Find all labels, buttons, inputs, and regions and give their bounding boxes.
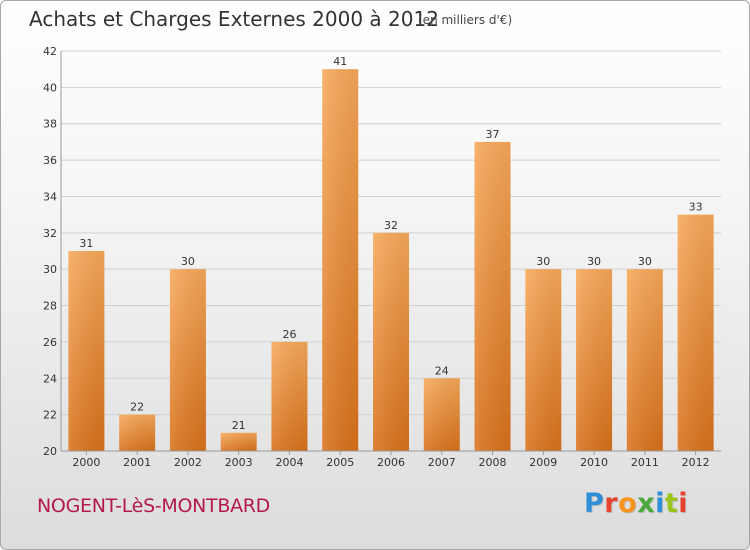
x-tick-label: 2001 bbox=[123, 456, 151, 469]
bar-value-label: 30 bbox=[638, 255, 652, 268]
bar-shade-2008 bbox=[474, 141, 511, 451]
proxiti-logo-letter: i bbox=[678, 488, 689, 519]
proxiti-logo-letter: o bbox=[618, 488, 638, 519]
x-tick-label: 2007 bbox=[428, 456, 456, 469]
proxiti-logo-letter: t bbox=[664, 488, 679, 519]
chart-title: Achats et Charges Externes 2000 à 2012 bbox=[29, 7, 439, 31]
bar-value-label: 30 bbox=[536, 255, 550, 268]
bar-value-label: 31 bbox=[79, 237, 93, 250]
bar-value-label: 41 bbox=[333, 55, 347, 68]
x-tick-label: 2004 bbox=[275, 456, 303, 469]
y-tick-label: 38 bbox=[43, 118, 57, 131]
x-tick-label: 2002 bbox=[174, 456, 202, 469]
bar-value-label: 26 bbox=[282, 328, 296, 341]
y-tick-label: 26 bbox=[43, 336, 57, 349]
y-tick-label: 30 bbox=[43, 263, 57, 276]
bar-shade-2000 bbox=[68, 251, 105, 451]
bar-shade-2012 bbox=[677, 214, 714, 451]
y-tick-label: 28 bbox=[43, 300, 57, 313]
bar-shade-2001 bbox=[119, 414, 156, 451]
y-tick-label: 22 bbox=[43, 409, 57, 422]
x-tick-label: 2005 bbox=[326, 456, 354, 469]
bar-shade-2006 bbox=[373, 232, 409, 451]
x-tick-label: 2011 bbox=[631, 456, 659, 469]
x-tick-label: 2010 bbox=[580, 456, 608, 469]
bar-shade-2003 bbox=[220, 432, 257, 451]
bar-value-label: 33 bbox=[689, 201, 703, 214]
y-tick-label: 36 bbox=[43, 154, 57, 167]
bars-layer bbox=[68, 69, 714, 451]
chart-subtitle: (en milliers d'€) bbox=[418, 13, 513, 27]
proxiti-logo[interactable]: Proxiti bbox=[584, 488, 688, 519]
proxiti-logo-letter: r bbox=[604, 488, 619, 519]
y-tick-label: 20 bbox=[43, 445, 57, 458]
x-tick-label: 2003 bbox=[225, 456, 253, 469]
x-tick-label: 2000 bbox=[72, 456, 100, 469]
bar-value-label: 30 bbox=[181, 255, 195, 268]
bar-shade-2004 bbox=[271, 341, 308, 451]
bar-shade-2009 bbox=[525, 269, 562, 451]
bar-shade-2007 bbox=[423, 378, 460, 451]
y-tick-label: 24 bbox=[43, 372, 57, 385]
commune-name: NOGENT-LèS-MONTBARD bbox=[37, 495, 271, 517]
y-tick-label: 34 bbox=[43, 190, 57, 203]
proxiti-logo-letter: x bbox=[637, 488, 656, 519]
y-tick-label: 42 bbox=[43, 45, 57, 58]
bar-value-label: 21 bbox=[232, 419, 246, 432]
bar-shade-2005 bbox=[322, 69, 359, 451]
bar-value-label: 30 bbox=[587, 255, 601, 268]
bar-shade-2010 bbox=[576, 269, 613, 451]
y-tick-label: 32 bbox=[43, 227, 57, 240]
bar-shade-2011 bbox=[626, 269, 663, 451]
bar-value-label: 32 bbox=[384, 219, 398, 232]
y-tick-label: 40 bbox=[43, 81, 57, 94]
x-tick-label: 2012 bbox=[682, 456, 710, 469]
x-tick-label: 2009 bbox=[529, 456, 557, 469]
bar-value-label: 24 bbox=[435, 364, 449, 377]
proxiti-logo-letter: P bbox=[584, 488, 605, 519]
axis-layer: 20 22 24 26 28 30 32 34 36 38 40 42 2000 2001 2002 2003… bbox=[43, 45, 721, 469]
bar-value-label: 22 bbox=[130, 401, 144, 414]
bar-shade-2002 bbox=[169, 269, 206, 451]
x-tick-label: 2008 bbox=[479, 456, 507, 469]
x-tick-label: 2006 bbox=[377, 456, 405, 469]
proxiti-logo-letter: i bbox=[655, 488, 665, 519]
labels-layer: 31 22 30 21 26 41 32 24 37 30 30 30 33 bbox=[79, 55, 702, 432]
bar-value-label: 37 bbox=[486, 128, 500, 141]
